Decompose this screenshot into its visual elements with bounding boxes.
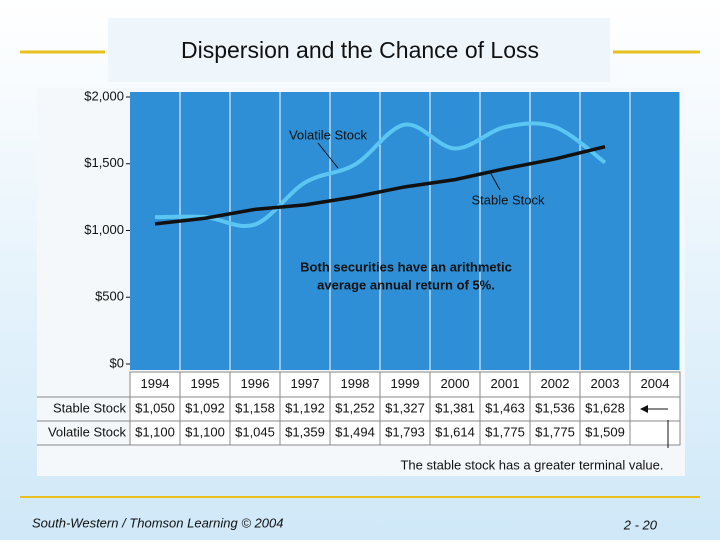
arrow-head [640,405,648,413]
y-tick-label: $0 [110,355,124,370]
table-value: $1,494 [335,424,375,439]
annotation: The stable stock has a greater terminal … [400,457,663,472]
x-tick-label: 1995 [191,376,220,391]
table-value: $1,050 [135,400,175,415]
annotation: Stable Stock [472,192,545,207]
leader-line [317,142,339,169]
chart: $0 $500 $1,000 $1,500 $2,000 1994 1995 1996 1997… [37,88,681,446]
row-label: Stable Stock [53,400,126,415]
x-tick-label: 1998 [341,376,370,391]
table-value: $1,158 [235,400,275,415]
table-value: $1,381 [435,400,475,415]
title-box [108,18,610,82]
footer-left: South-Western / Thomson Learning © 2004 [32,515,283,530]
annotation: Both securities have an arithmetic [300,259,512,274]
annotation: Volatile Stock [289,127,368,142]
x-tick-label: 2004 [641,376,670,391]
table-value: $1,092 [185,400,225,415]
plot-area [130,92,680,370]
table [129,371,681,446]
table-value: $1,045 [235,424,275,439]
slide-title: Dispersion and the Chance of Loss [181,37,539,63]
x-tick-label: 1997 [291,376,320,391]
footer-right: 2 - 20 [623,517,658,532]
row-label: Volatile Stock [48,424,127,439]
table-value: $1,327 [385,400,425,415]
table-value: $1,252 [335,400,375,415]
y-tick-label: $500 [95,289,124,304]
table-value: $1,793 [385,424,425,439]
table-value: $1,359 [285,424,325,439]
annotation: average annual return of 5%. [317,277,495,292]
x-tick-label: 1996 [241,376,270,391]
table-value: $1,100 [135,424,175,439]
x-tick-label: 1999 [391,376,420,391]
x-tick-label: 2001 [491,376,520,391]
y-tick-label: $1,500 [84,155,124,170]
table-value: $1,775 [485,424,525,439]
y-tick-label: $2,000 [84,88,124,103]
table-value: $1,463 [485,400,525,415]
table-value: $1,536 [535,400,575,415]
table-value: $1,100 [185,424,225,439]
y-tick-label: $1,000 [84,222,124,237]
table-value: $1,509 [585,424,625,439]
x-tick-label: 2002 [541,376,570,391]
x-tick-label: 2000 [441,376,470,391]
leader-line [489,171,501,191]
table-value: $1,628 [585,400,625,415]
table-value: $1,192 [285,400,325,415]
x-tick-label: 2003 [591,376,620,391]
x-tick-label: 1994 [141,376,170,391]
series-line [154,144,606,226]
series-line [154,121,607,228]
table-value: $1,775 [535,424,575,439]
table-value: $1,614 [435,424,475,439]
